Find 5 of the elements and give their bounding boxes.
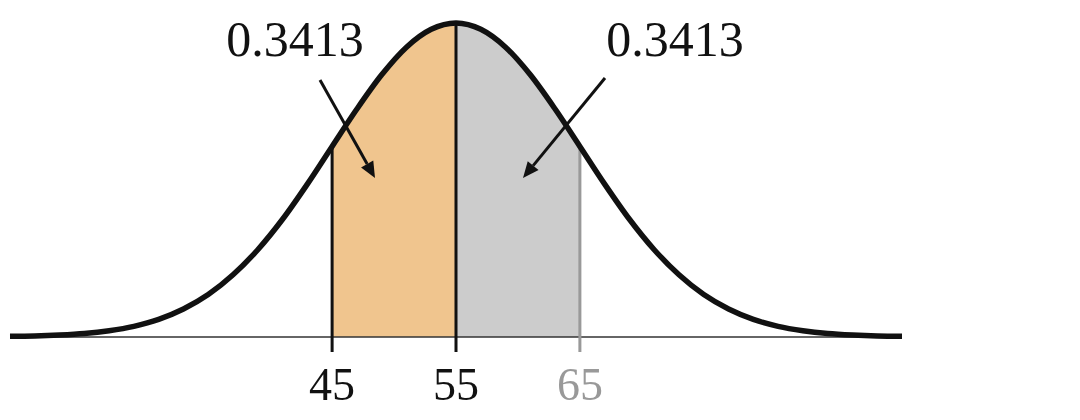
x-tick-label: 45 [309, 359, 356, 410]
annotation: 0.3413 [606, 11, 744, 67]
annotation: 0.3413 [226, 11, 364, 67]
x-tick-label: 65 [556, 359, 603, 410]
x-tick-label: 55 [433, 359, 479, 410]
